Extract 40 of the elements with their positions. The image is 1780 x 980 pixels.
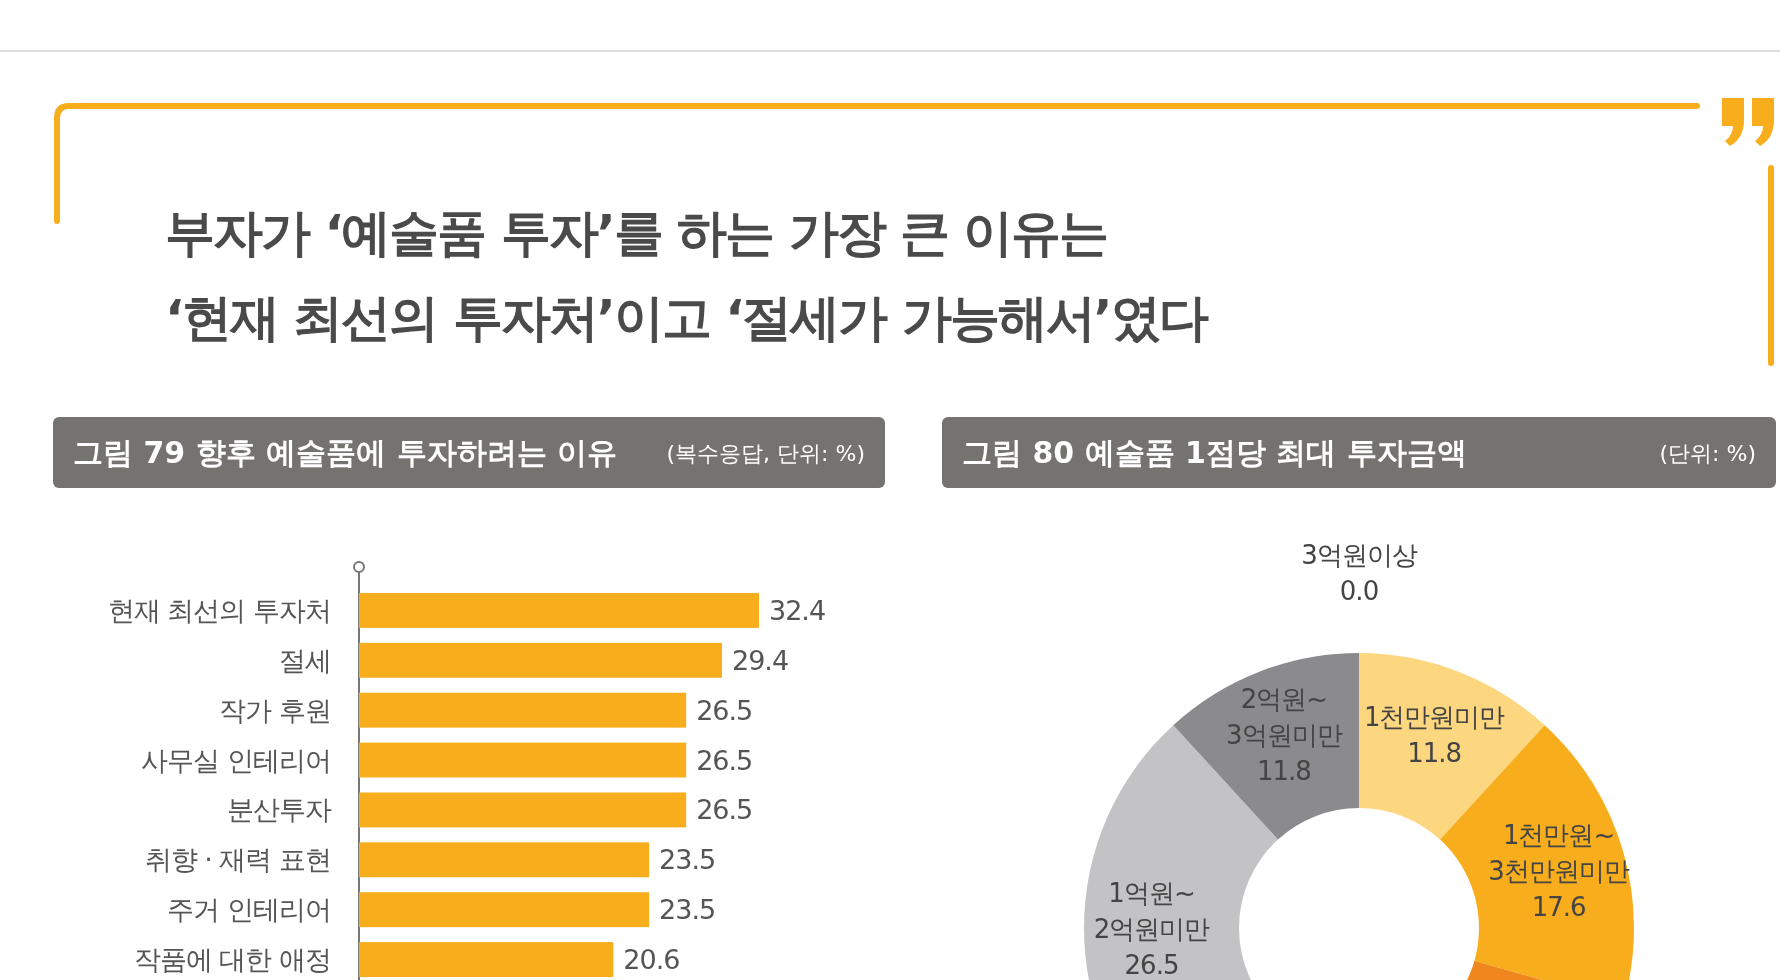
chart-title: 그림 79 향후 예술품에 투자하려는 이유 [73, 435, 617, 470]
slice-label: 1천만원~3천만원미만 [1488, 820, 1630, 887]
y-tick-label: 주거 인테리어 [167, 894, 331, 926]
y-tick-label: 작품에 대한 애정 [133, 944, 331, 976]
y-tick-label: 분산투자 [227, 794, 332, 826]
data-label: 20.6 [623, 944, 680, 976]
slice-label: 2억원~3억원미만 [1226, 683, 1343, 750]
bar [359, 642, 722, 678]
y-tick-label: 사무실 인테리어 [141, 744, 331, 776]
data-label: 26.5 [696, 694, 753, 726]
data-label: 26.5 [1124, 949, 1179, 980]
bar [359, 792, 687, 828]
bar [359, 592, 759, 628]
bar [359, 692, 687, 728]
chart-title: 그림 80 예술품 1점당 최대 투자금액 [962, 435, 1467, 470]
text: 부자가 ‘예술품 투자’를 하는 가장 큰 이유는 [165, 204, 1108, 262]
data-label: 29.4 [731, 644, 789, 676]
y-tick-label: 절세 [279, 644, 331, 676]
data-label: 23.5 [659, 894, 716, 926]
y-tick-label: 작가 후원 [219, 694, 331, 726]
data-label: 23.5 [659, 844, 716, 876]
bar [359, 842, 650, 878]
data-label: 17.6 [1531, 892, 1586, 923]
bar [359, 942, 614, 978]
y-tick-label: 취향 · 재력 표현 [144, 844, 331, 876]
chart-subtitle: (복수응답, 단위: %) [666, 441, 865, 466]
slice-label: 1억원~2억원미만 [1093, 877, 1211, 944]
text: (단위: %) [1659, 441, 1756, 466]
data-label: 26.5 [696, 744, 753, 776]
y-tick-label: 현재 최선의 투자처 [107, 594, 331, 626]
text: ‘현재 최선의 투자처’이고 ‘절세가 가능해서’였다 [165, 289, 1209, 347]
category-label: 3억원이상 [1301, 540, 1417, 571]
text: 0.0 [1339, 576, 1379, 607]
bar [359, 892, 650, 928]
bar [359, 742, 687, 778]
data-label: 26.5 [696, 794, 753, 826]
data-label: 11.8 [1256, 755, 1311, 786]
data-label: 32.4 [769, 594, 826, 626]
slice-label: 1천만원미만 [1363, 701, 1506, 732]
data-label: 11.8 [1407, 737, 1462, 768]
